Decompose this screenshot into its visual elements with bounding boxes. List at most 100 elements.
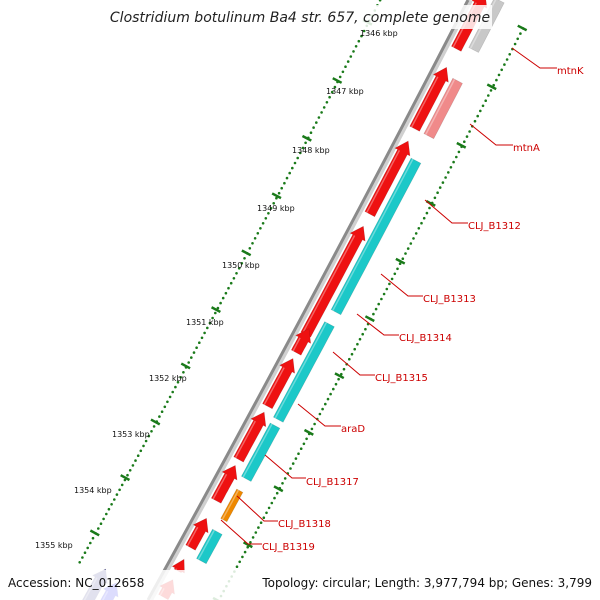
gene-feature: [210, 464, 238, 504]
tick-dot: [264, 217, 268, 220]
leader-line: [236, 495, 278, 522]
tick-dot: [489, 89, 493, 92]
tick-dot: [134, 459, 137, 462]
tick-dot: [261, 222, 265, 225]
tick-dot: [305, 437, 308, 441]
major-tick: [486, 83, 497, 91]
tick-dot: [229, 281, 233, 285]
tick-dot: [262, 516, 266, 519]
tick-dot: [333, 85, 337, 89]
tick-dot: [310, 427, 314, 431]
tick-dot: [430, 201, 434, 205]
tick-dot: [126, 473, 129, 477]
tick-dot: [288, 171, 292, 175]
tick-dot: [433, 196, 437, 200]
tick-dot: [235, 272, 238, 275]
tick-dot: [465, 135, 469, 138]
major-tick: [150, 418, 161, 426]
tick-dot: [206, 326, 209, 330]
tick-dot: [86, 546, 89, 550]
tick-dot: [330, 90, 334, 94]
tick-dot: [324, 402, 327, 406]
tick-dot: [150, 430, 153, 433]
tick-dot: [497, 73, 501, 77]
tick-dot: [364, 327, 367, 331]
tick-dot: [283, 181, 286, 185]
tick-dot: [182, 371, 185, 374]
tick-dot: [168, 395, 172, 399]
gene-label-CLJ_B1317: CLJ_B1317: [306, 477, 359, 488]
tick-dot: [322, 106, 326, 109]
tick-dot: [259, 227, 262, 230]
tick-dot: [422, 216, 426, 220]
tick-dot: [378, 0, 382, 2]
tick-dot: [190, 356, 193, 359]
gene-feature: [409, 66, 449, 132]
major-tick: [273, 485, 284, 493]
tick-dot: [294, 457, 298, 460]
tick-dot: [254, 531, 258, 534]
tick-dot: [97, 527, 100, 530]
gene-feature: [272, 321, 335, 423]
tick-dot: [455, 155, 458, 159]
tick-dot: [78, 561, 81, 564]
tick-dot: [198, 341, 201, 345]
tick-dot: [91, 536, 95, 540]
tick-dot: [147, 434, 151, 438]
gene-feature: [423, 77, 463, 140]
tick-dot: [353, 347, 357, 351]
tick-dot: [302, 442, 306, 446]
tick-dot: [398, 262, 402, 266]
tick-dot: [441, 181, 445, 184]
tick-dot: [192, 351, 196, 354]
tick-dot: [166, 400, 169, 404]
gene-highlight: [212, 473, 228, 500]
tick-dot: [200, 336, 204, 340]
tick-dot: [251, 536, 255, 539]
gene-label-CLJ_B1318: CLJ_B1318: [278, 519, 331, 530]
gene-label-mtnK: mtnK: [557, 66, 584, 77]
tick-dot: [246, 545, 249, 549]
tick-dot: [380, 297, 383, 301]
tick-dot: [385, 287, 389, 291]
tick-dot: [291, 462, 295, 465]
gene-feature: [300, 225, 366, 338]
tick-dot: [344, 65, 347, 68]
gene-feature: [364, 140, 411, 218]
tick-dot: [503, 63, 506, 66]
tick-dot: [349, 55, 353, 58]
tick-dot: [123, 478, 127, 482]
feature-track: [81, 0, 505, 600]
tick-dot: [500, 68, 504, 72]
gene-label-CLJ_B1315: CLJ_B1315: [375, 373, 428, 384]
tick-dot: [278, 486, 282, 490]
tick-label-1354: 1354 kbp: [74, 486, 112, 495]
tick-dot: [342, 367, 346, 371]
gene-highlight: [221, 489, 240, 520]
tick-dot: [449, 166, 453, 169]
tick-dot: [513, 42, 517, 46]
tick-dot: [382, 292, 386, 296]
tick-dot: [128, 469, 132, 472]
tick-dot: [476, 114, 480, 118]
tick-dot: [377, 302, 381, 306]
tick-dot: [251, 242, 254, 245]
gene-label-CLJ_B1313: CLJ_B1313: [423, 294, 476, 305]
tick-label-1351: 1351 kbp: [186, 318, 224, 327]
tick-dot: [313, 422, 316, 426]
tick-dot: [508, 53, 512, 56]
gene-highlight: [425, 78, 456, 135]
tick-dot: [361, 332, 365, 336]
tick-dot: [301, 146, 305, 150]
tick-dot: [187, 361, 190, 364]
tick-dot: [479, 109, 482, 113]
tick-dot: [346, 60, 350, 63]
tick-dot: [360, 34, 363, 38]
tick-dot: [211, 316, 214, 320]
tick-dot: [350, 352, 354, 356]
gene-feature: [220, 488, 244, 523]
tick-dot: [241, 555, 244, 559]
tick-dot: [463, 140, 466, 143]
leader-line: [511, 47, 557, 69]
